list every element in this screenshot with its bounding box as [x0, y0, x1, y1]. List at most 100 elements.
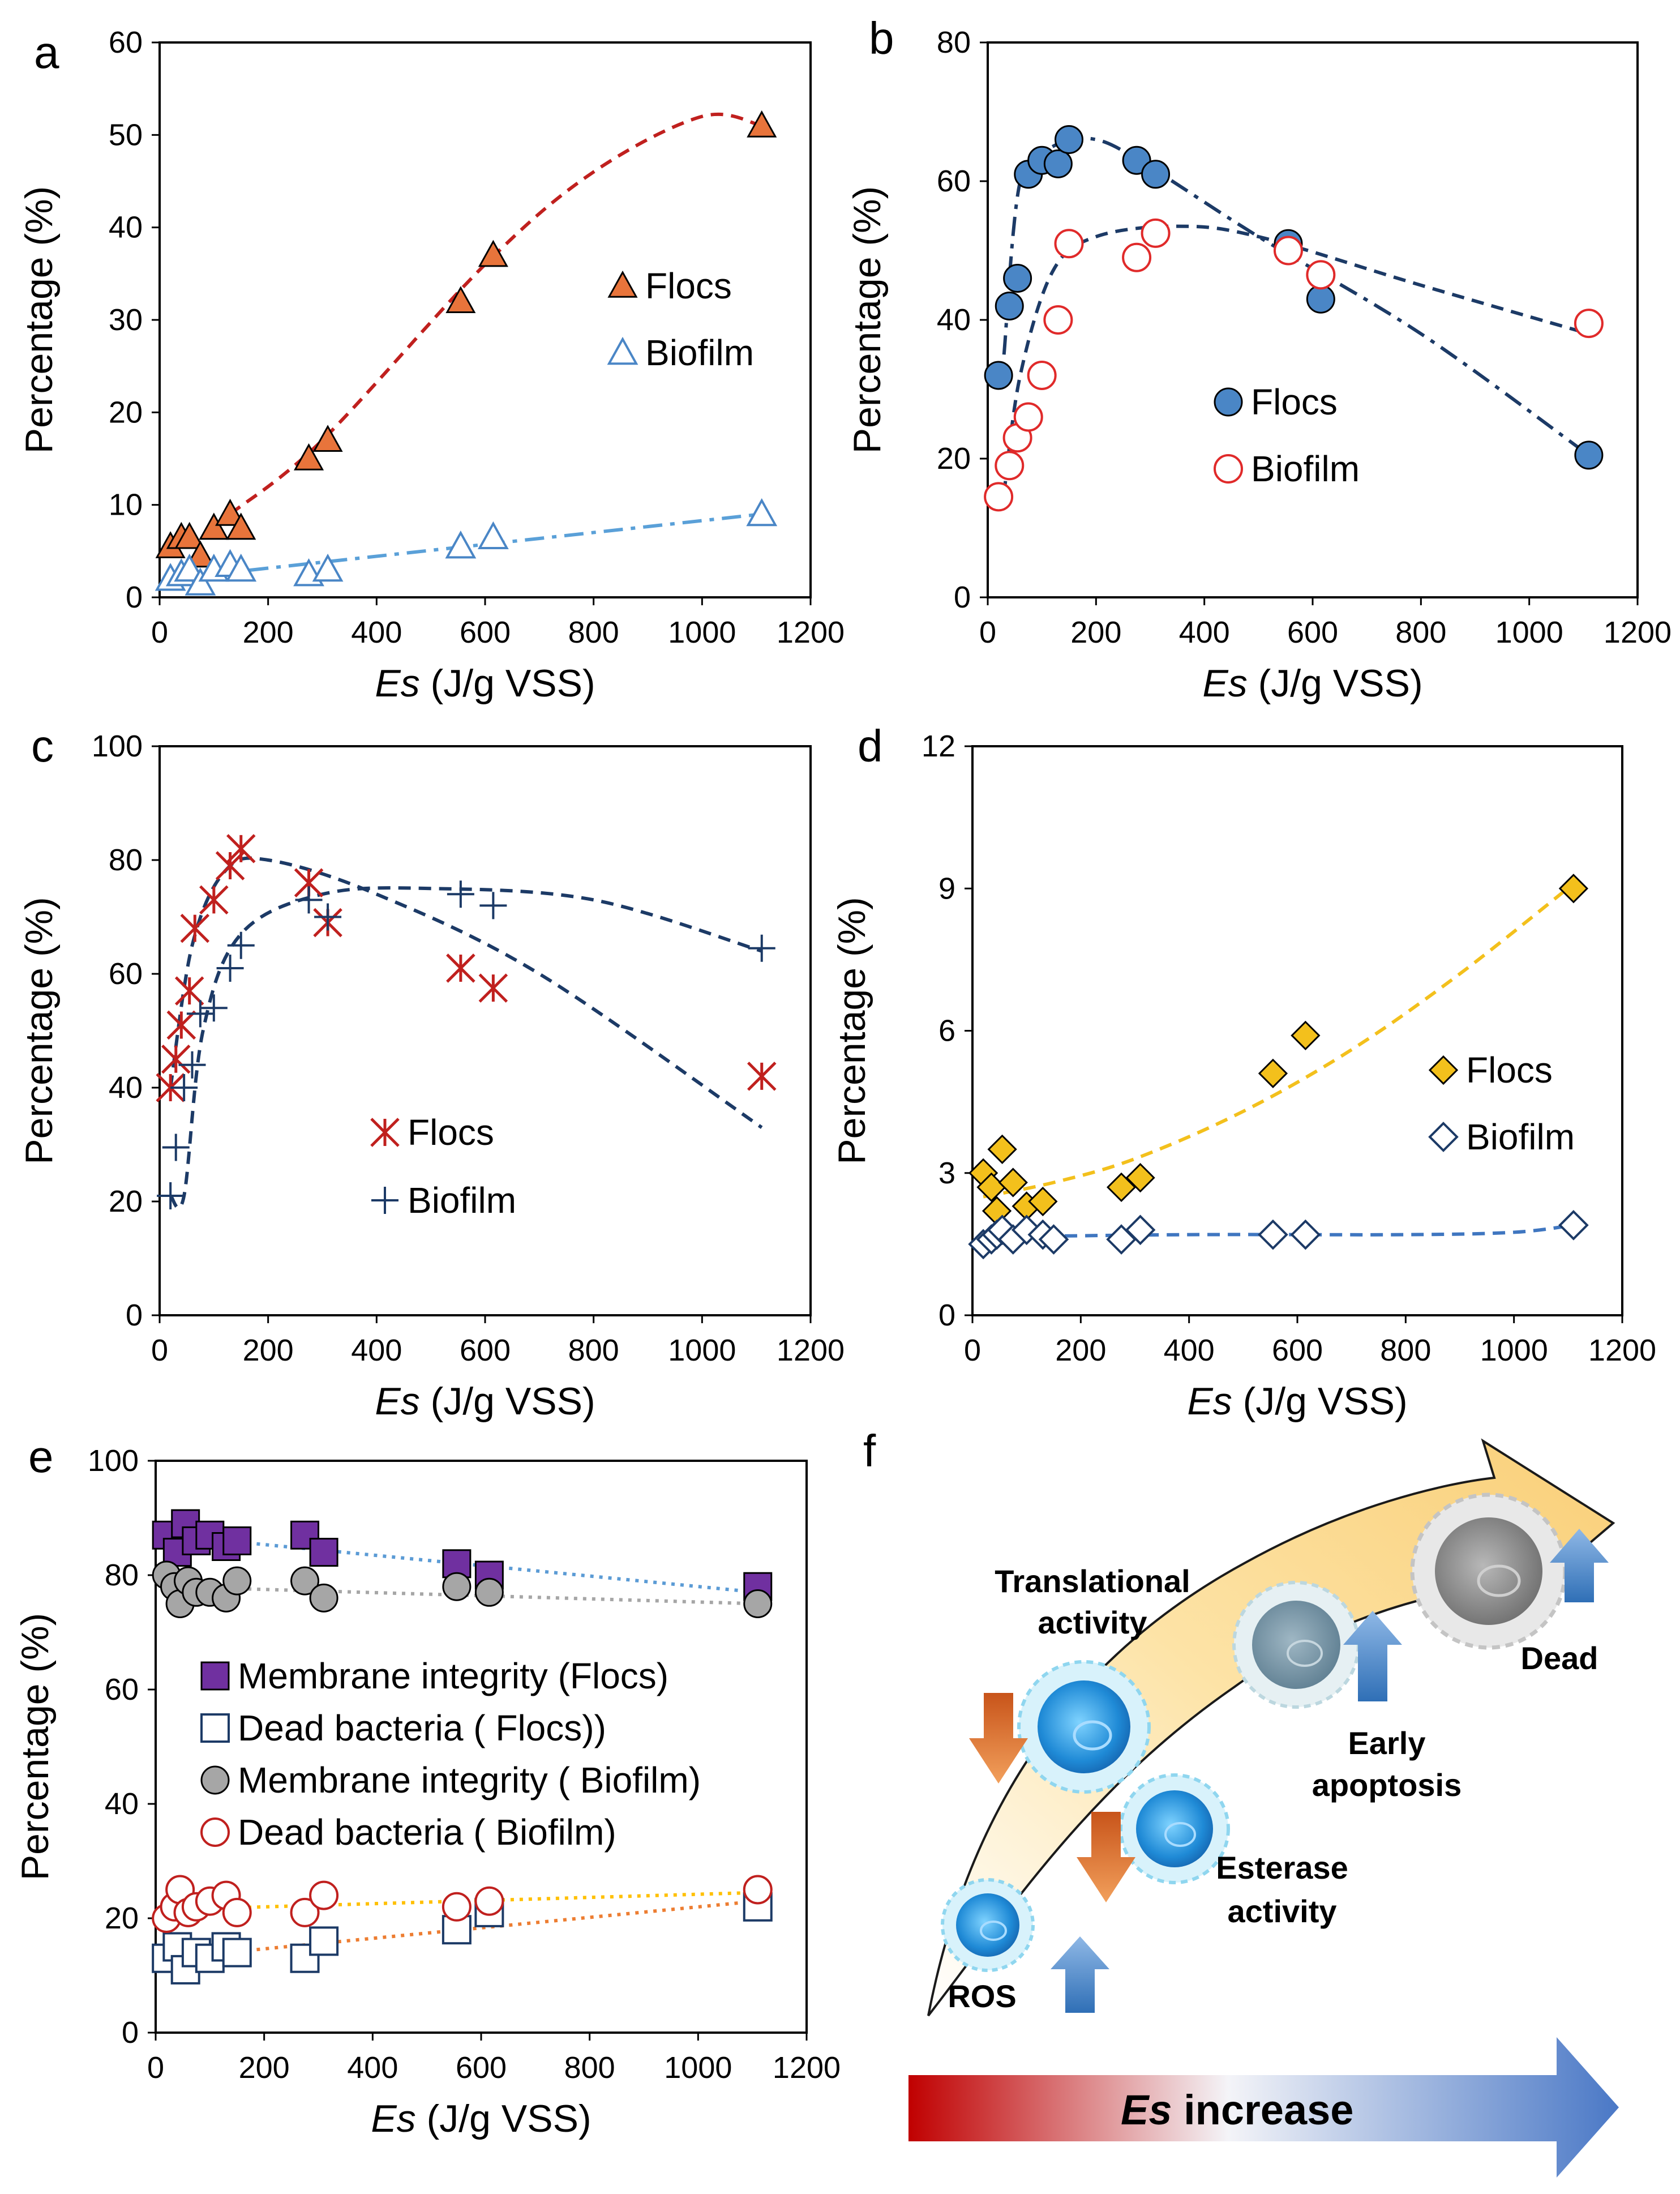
data-point — [743, 1875, 773, 1905]
data-point — [227, 931, 255, 959]
x-tick-label: 0 — [147, 2051, 164, 2085]
x-tick-label: 1200 — [1604, 615, 1672, 649]
data-point — [442, 1892, 472, 1922]
panel-a: 0 200 400 600 800 1000 1200 0 10 20 30 40 50 60 a Es (J… — [18, 25, 845, 705]
data-point — [474, 1577, 504, 1607]
series-biofilm — [157, 880, 775, 1209]
legend-label: Membrane integrity ( Biofilm) — [238, 1760, 701, 1800]
x-axis-title: Es (J/g VSS) — [371, 2097, 591, 2140]
data-point — [178, 1051, 206, 1079]
data-point — [1258, 1058, 1288, 1088]
data-point — [746, 498, 778, 527]
y-tick-label: 40 — [105, 1787, 139, 1821]
data-point — [222, 1566, 252, 1596]
panel-letter-f: f — [863, 1426, 876, 1476]
x-tick-label: 200 — [1055, 1333, 1106, 1367]
dead-up-arrow-icon — [1550, 1529, 1609, 1602]
es-increase-arrow — [908, 2037, 1619, 2178]
data-point — [1258, 1219, 1288, 1250]
y-tick-label: 30 — [109, 303, 143, 337]
data-point — [185, 567, 216, 596]
es-increase-label: Es increase — [1121, 2086, 1353, 2133]
legend-marker — [200, 1765, 230, 1795]
data-point — [743, 1589, 773, 1618]
y-tick-label: 40 — [937, 303, 971, 337]
data-point — [1558, 1210, 1589, 1241]
y-tick-label: 0 — [126, 580, 143, 614]
x-tick-label: 800 — [568, 615, 619, 649]
x-tick-label: 0 — [151, 1333, 168, 1367]
data-point — [1574, 440, 1604, 470]
y-tick-label: 0 — [122, 2016, 139, 2050]
y-tick-label: 50 — [109, 118, 143, 152]
panel-letter: e — [28, 1431, 54, 1482]
data-point — [998, 1167, 1028, 1197]
legend: Flocs Biofilm — [607, 266, 754, 373]
apoptosis-up-arrow-icon — [1343, 1611, 1402, 1701]
x-tick-label: 600 — [460, 1333, 511, 1367]
legend-marker — [371, 1187, 398, 1214]
data-point — [1306, 260, 1336, 290]
data-point — [1122, 242, 1152, 272]
legend-marker — [607, 336, 638, 365]
data-point — [174, 976, 204, 1006]
x-tick-label: 400 — [1179, 615, 1230, 649]
legend: Membrane integrity (Flocs) Dead bacteria … — [200, 1656, 701, 1853]
data-point — [199, 885, 229, 915]
translational-label-line2: activity — [1038, 1605, 1147, 1640]
panel-d: 0 200 400 600 800 1000 1200 0 3 6 9 12 d Es (J/g VSS)… — [830, 721, 1656, 1423]
data-point — [170, 1074, 198, 1101]
translational-cell — [1017, 1660, 1151, 1794]
y-tick-label: 20 — [105, 1901, 139, 1935]
data-point — [309, 1880, 339, 1910]
x-tick-label: 200 — [239, 2051, 290, 2085]
data-point — [478, 239, 508, 267]
early-label-line1: Early — [1348, 1725, 1426, 1761]
data-point — [474, 1886, 504, 1916]
y-tick-label: 12 — [922, 729, 955, 763]
legend-label: Flocs — [645, 266, 732, 306]
legend-marker — [200, 1817, 230, 1847]
data-point — [1106, 1172, 1137, 1202]
trend-line — [983, 882, 1575, 1199]
data-point — [290, 1566, 320, 1596]
panel-letter: c — [31, 721, 54, 771]
panel-letter: b — [869, 13, 894, 63]
series-flocs — [156, 834, 777, 1102]
panel-e: 0 200 400 600 800 1000 1200 0 20 40 60 80 100 e Es (J/… — [14, 1431, 841, 2140]
y-tick-label: 100 — [92, 729, 143, 763]
legend-marker — [607, 270, 638, 298]
legend-label: Biofilm — [408, 1180, 516, 1221]
data-point — [477, 521, 509, 550]
data-point — [1043, 305, 1073, 335]
panel-letter: d — [858, 721, 883, 771]
y-tick-label: 0 — [938, 1298, 955, 1332]
data-point — [226, 834, 256, 863]
panel-c: 0 200 400 600 800 1000 1200 0 20 40 60 80 100 c Es (J/… — [18, 721, 845, 1423]
y-tick-label: 3 — [938, 1156, 955, 1190]
data-point — [199, 512, 229, 540]
data-point — [225, 553, 257, 582]
legend-label: Biofilm — [1251, 448, 1360, 489]
y-axis-title: Percentage (%) — [18, 186, 61, 454]
series-dead-bacteria-flocs- — [152, 1892, 773, 1985]
data-point — [748, 934, 775, 962]
data-point — [161, 1044, 191, 1074]
legend-marker — [1214, 387, 1243, 417]
legend-label: Membrane integrity (Flocs) — [238, 1656, 668, 1696]
data-point — [984, 482, 1014, 512]
data-point — [445, 531, 477, 559]
y-tick-label: 40 — [109, 1071, 143, 1105]
x-tick-label: 400 — [347, 2051, 398, 2085]
y-tick-label: 60 — [105, 1673, 139, 1707]
x-axis-title: Es (J/g VSS) — [1202, 662, 1422, 705]
legend: Flocs Biofilm — [370, 1112, 516, 1221]
data-point — [995, 451, 1025, 481]
esterase-label-line2: activity — [1228, 1893, 1337, 1929]
y-tick-label: 100 — [88, 1444, 139, 1478]
data-point — [222, 1938, 252, 1968]
data-point — [1027, 361, 1057, 390]
dead-cell — [1410, 1492, 1567, 1650]
data-point — [1290, 1219, 1321, 1250]
